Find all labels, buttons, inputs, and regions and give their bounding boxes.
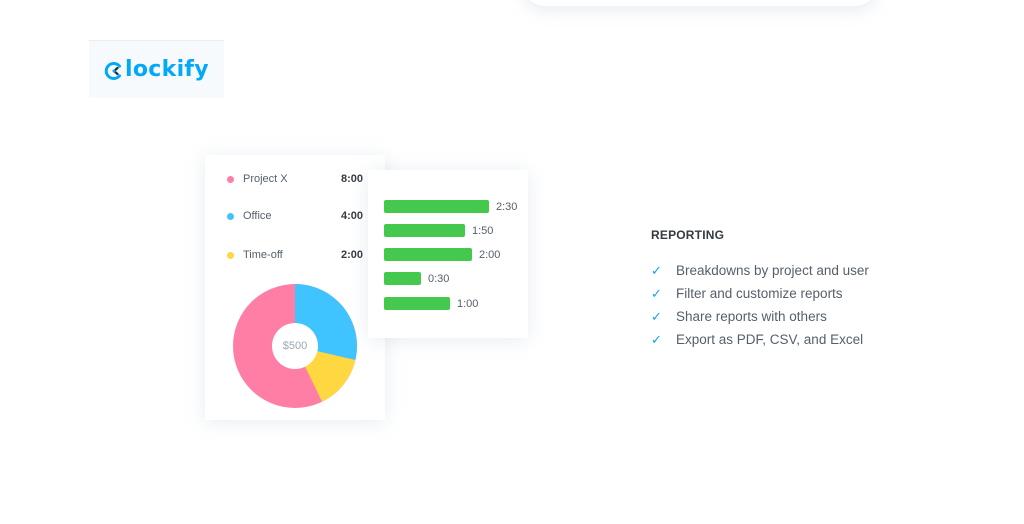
legend-label: Office xyxy=(243,210,272,222)
legend-value: 2:00 xyxy=(340,249,363,261)
legend-label: Time-off xyxy=(243,249,283,261)
blue-dot-icon xyxy=(227,212,234,220)
yellow-dot-icon xyxy=(227,251,234,259)
feature-section: REPORTING ✓ Breakdowns by project and us… xyxy=(651,228,951,351)
bar-chart-card: 2:30 1:50 2:00 0:30 1:00 xyxy=(368,170,528,338)
bar-label: 1:50 xyxy=(472,224,494,237)
legend-value: 8:00 xyxy=(340,173,363,185)
logo: lockify xyxy=(89,40,224,98)
summary-card: Project X 8:00 Office 4:00 Time-off 2:00… xyxy=(205,155,385,420)
clockify-logo-icon xyxy=(104,61,122,80)
bar-row: 1:00 xyxy=(384,297,478,310)
bar-label: 0:30 xyxy=(428,272,450,285)
check-icon: ✓ xyxy=(651,285,662,301)
legend-row-office: Office 4:00 xyxy=(227,208,363,224)
feature-text: Export as PDF, CSV, and Excel xyxy=(676,332,864,347)
logo-text: lockify xyxy=(125,57,209,82)
bar xyxy=(384,297,450,310)
logo-wordmark: lockify xyxy=(104,57,209,82)
feature-text: Share reports with others xyxy=(676,309,827,324)
donut-chart: $500 xyxy=(232,283,358,409)
bar-row: 0:30 xyxy=(384,272,449,285)
bar-label: 2:30 xyxy=(496,200,518,213)
legend-row-project-x: Project X 8:00 xyxy=(227,171,363,187)
legend-value: 4:00 xyxy=(340,210,363,222)
bar xyxy=(384,248,472,261)
legend-row-time-off: Time-off 2:00 xyxy=(227,247,363,263)
check-icon: ✓ xyxy=(651,262,662,278)
pink-dot-icon xyxy=(227,175,234,183)
feature-item: ✓ Export as PDF, CSV, and Excel xyxy=(651,328,951,351)
check-icon: ✓ xyxy=(651,331,662,347)
feature-text: Filter and customize reports xyxy=(676,286,843,301)
bar-label: 1:00 xyxy=(457,297,479,310)
check-icon: ✓ xyxy=(651,308,662,324)
feature-text: Breakdowns by project and user xyxy=(676,263,869,278)
bar-row: 2:00 xyxy=(384,248,500,261)
bar-label: 2:00 xyxy=(479,248,501,261)
bar-row: 2:30 xyxy=(384,200,517,213)
donut-center-label: $500 xyxy=(272,323,318,369)
bar xyxy=(384,224,465,237)
bar xyxy=(384,200,489,213)
feature-item: ✓ Breakdowns by project and user xyxy=(651,259,951,282)
legend-label: Project X xyxy=(243,173,288,185)
bar xyxy=(384,272,421,285)
feature-item: ✓ Share reports with others xyxy=(651,305,951,328)
bar-row: 1:50 xyxy=(384,224,493,237)
feature-item: ✓ Filter and customize reports xyxy=(651,282,951,305)
feature-title: REPORTING xyxy=(651,228,725,242)
top-card-shadow xyxy=(520,0,880,6)
